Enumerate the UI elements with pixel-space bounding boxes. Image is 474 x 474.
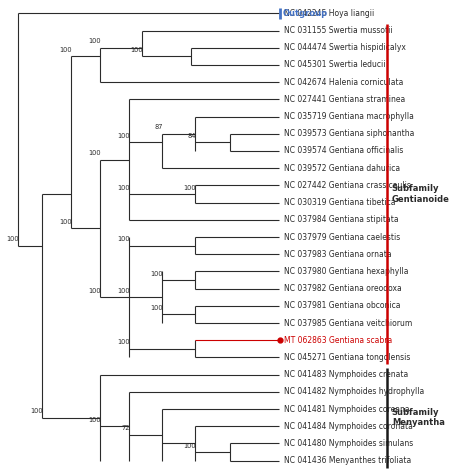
Text: NC 037984 Gentiana stipitata: NC 037984 Gentiana stipitata bbox=[284, 215, 399, 224]
Text: 100: 100 bbox=[31, 408, 43, 414]
Text: 100: 100 bbox=[88, 38, 101, 44]
Text: 100: 100 bbox=[6, 236, 19, 242]
Text: 100: 100 bbox=[130, 47, 143, 53]
Text: NC 037980 Gentiana hexaphylla: NC 037980 Gentiana hexaphylla bbox=[284, 267, 409, 276]
Text: 100: 100 bbox=[150, 271, 163, 276]
Text: 100: 100 bbox=[117, 184, 129, 191]
Text: NC 045301 Swertia leducii: NC 045301 Swertia leducii bbox=[284, 61, 386, 70]
Text: MT 062863 Gentiana scabra: MT 062863 Gentiana scabra bbox=[284, 336, 392, 345]
Text: NC 039574 Gentiana officinalis: NC 039574 Gentiana officinalis bbox=[284, 146, 404, 155]
Text: 100: 100 bbox=[88, 288, 101, 294]
Text: NC 030319 Gentiana tibetica: NC 030319 Gentiana tibetica bbox=[284, 198, 396, 207]
Text: NC 027441 Gentiana straminea: NC 027441 Gentiana straminea bbox=[284, 95, 406, 104]
Text: 100: 100 bbox=[59, 47, 72, 53]
Text: NC 041482 Nymphoides hydrophylla: NC 041482 Nymphoides hydrophylla bbox=[284, 387, 425, 396]
Text: NC 041481 Nymphoides coreana: NC 041481 Nymphoides coreana bbox=[284, 404, 410, 413]
Text: NC 039573 Gentiana siphonantha: NC 039573 Gentiana siphonantha bbox=[284, 129, 415, 138]
Text: 100: 100 bbox=[88, 417, 101, 423]
Text: NC 035719 Gentiana macrophylla: NC 035719 Gentiana macrophylla bbox=[284, 112, 414, 121]
Text: NC 041484 Nymphoides coronata: NC 041484 Nymphoides coronata bbox=[284, 422, 413, 431]
Text: 100: 100 bbox=[117, 339, 129, 346]
Text: NC 042245 Hoya liangii: NC 042245 Hoya liangii bbox=[284, 9, 374, 18]
Text: NC 041436 Menyanthes trifoliata: NC 041436 Menyanthes trifoliata bbox=[284, 456, 411, 465]
Text: 72: 72 bbox=[121, 425, 129, 431]
Text: NC 037982 Gentiana oreodoxa: NC 037982 Gentiana oreodoxa bbox=[284, 284, 402, 293]
Text: 100: 100 bbox=[150, 305, 163, 311]
Text: NC 037979 Gentiana caelestis: NC 037979 Gentiana caelestis bbox=[284, 233, 401, 241]
Text: NC 042674 Halenia corniculata: NC 042674 Halenia corniculata bbox=[284, 78, 404, 87]
Text: 84: 84 bbox=[187, 133, 196, 139]
Text: NC 041483 Nymphoides crenata: NC 041483 Nymphoides crenata bbox=[284, 370, 409, 379]
Text: 100: 100 bbox=[117, 288, 129, 294]
Text: 87: 87 bbox=[154, 124, 163, 130]
Text: NC 037981 Gentiana obconica: NC 037981 Gentiana obconica bbox=[284, 301, 401, 310]
Text: Subfamily
Gentianoide: Subfamily Gentianoide bbox=[392, 184, 450, 204]
Text: 100: 100 bbox=[88, 150, 101, 156]
Text: 100: 100 bbox=[183, 443, 196, 448]
Text: NC 027442 Gentiana crassicaulis: NC 027442 Gentiana crassicaulis bbox=[284, 181, 411, 190]
Text: NC 041480 Nymphoides simulans: NC 041480 Nymphoides simulans bbox=[284, 439, 414, 448]
Text: NC 031155 Swertia mussotii: NC 031155 Swertia mussotii bbox=[284, 26, 393, 35]
Text: 100: 100 bbox=[117, 133, 129, 139]
Text: 100: 100 bbox=[117, 236, 129, 242]
Text: NC 044474 Swertia hispidicalyx: NC 044474 Swertia hispidicalyx bbox=[284, 43, 406, 52]
Text: Outgroup: Outgroup bbox=[283, 9, 328, 18]
Text: 100: 100 bbox=[183, 184, 196, 191]
Text: NC 037983 Gentiana ornata: NC 037983 Gentiana ornata bbox=[284, 250, 392, 259]
Text: NC 045271 Gentiana tongolensis: NC 045271 Gentiana tongolensis bbox=[284, 353, 410, 362]
Text: NC 039572 Gentiana dahurica: NC 039572 Gentiana dahurica bbox=[284, 164, 401, 173]
Text: 100: 100 bbox=[59, 219, 72, 225]
Text: Subfamily
Menyantha: Subfamily Menyantha bbox=[392, 408, 445, 428]
Text: NC 037985 Gentiana veitchiorum: NC 037985 Gentiana veitchiorum bbox=[284, 319, 412, 328]
